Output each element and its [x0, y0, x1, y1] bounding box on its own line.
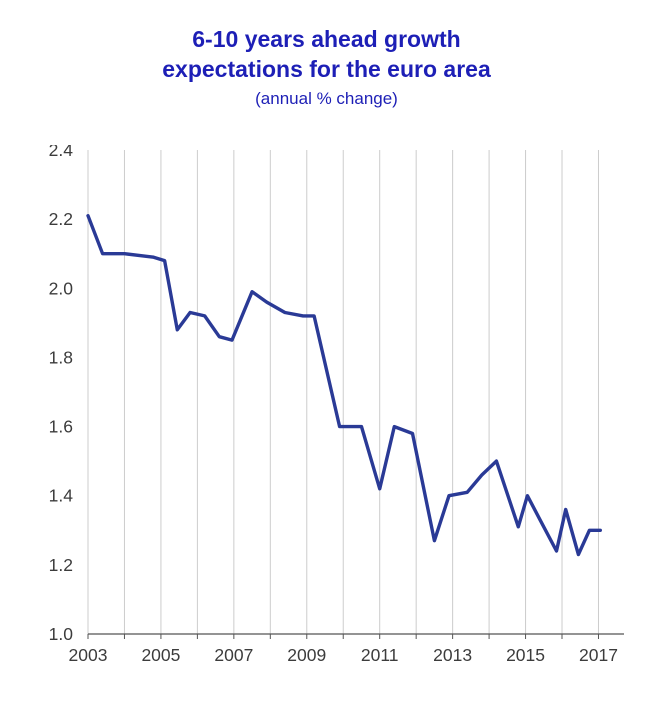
y-axis-label-2.4: 2.4 — [49, 145, 74, 160]
y-axis-label-1.6: 1.6 — [49, 417, 73, 437]
y-axis-label-2.2: 2.2 — [49, 209, 73, 229]
x-axis-label-2011: 2011 — [361, 645, 399, 665]
x-axis-label-2003: 2003 — [69, 645, 108, 665]
x-axis-label-2009: 2009 — [287, 645, 326, 665]
growth-line-chart: 1.0 1.2 1.4 1.6 1.8 2.0 2.2 2.4 2003 2005 2007 2009… — [49, 145, 624, 665]
y-axis-label-1.8: 1.8 — [49, 347, 73, 367]
growth-expectations-line — [86, 213, 602, 557]
x-axis-label-2007: 2007 — [214, 645, 253, 665]
x-axis-label-2013: 2013 — [433, 645, 472, 665]
x-axis-label-2005: 2005 — [141, 645, 180, 665]
chart-subtitle: (annual % change) — [255, 89, 398, 108]
y-axis-label-1.0: 1.0 — [49, 624, 74, 644]
chart-header: 6-10 years ahead growth expectations for… — [0, 0, 653, 145]
chart-title-line-1: 6-10 years ahead growth — [192, 26, 461, 52]
x-axis-label-2015: 2015 — [506, 645, 545, 665]
y-axis-label-1.4: 1.4 — [49, 486, 74, 506]
chart-title-line-2: expectations for the euro area — [162, 56, 491, 82]
x-axis-label-2017: 2017 — [579, 645, 618, 665]
y-axis-label-2.0: 2.0 — [49, 278, 74, 298]
y-axis-label-1.2: 1.2 — [49, 555, 73, 575]
